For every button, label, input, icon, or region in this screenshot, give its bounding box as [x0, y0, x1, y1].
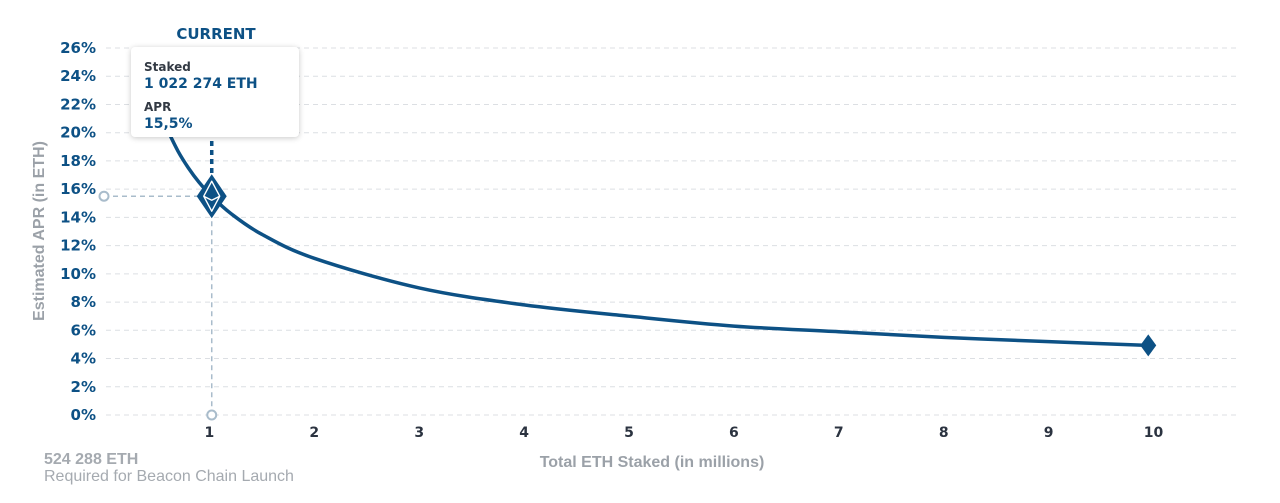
- y-axis-ticks: 0% 2% 4% 6% 8% 10% 12% 14% 16% 18% 20% 22% 24% 26%: [60, 39, 96, 424]
- series-apr-line: [165, 128, 1151, 348]
- y-tick-12: 12%: [60, 237, 96, 255]
- y-tick-14: 14%: [60, 208, 96, 226]
- y-tick-22: 22%: [60, 95, 96, 113]
- y-tick-26: 26%: [60, 39, 96, 57]
- current-guide-x-endpoint: [206, 409, 218, 421]
- launch-requirement-amount: 524 288 ETH: [44, 451, 139, 468]
- series-apr: [165, 128, 1151, 348]
- tooltip-staked-label: Staked: [144, 60, 191, 74]
- y-tick-6: 6%: [71, 321, 96, 339]
- x-tick-2: 2: [309, 425, 319, 441]
- y-tick-24: 24%: [60, 67, 96, 85]
- y-tick-4: 4%: [71, 350, 96, 368]
- y-tick-10: 10%: [60, 265, 96, 283]
- current-point-marker: [196, 174, 227, 219]
- ethereum-glyph: [203, 180, 221, 212]
- current-guide-y-endpoint: [98, 190, 110, 202]
- x-tick-7: 7: [834, 425, 844, 441]
- x-tick-4: 4: [519, 425, 529, 441]
- x-tick-10: 10: [1144, 425, 1164, 441]
- launch-requirement-text: Required for Beacon Chain Launch: [44, 468, 294, 485]
- y-tick-20: 20%: [60, 124, 96, 142]
- x-axis-label: Total ETH Staked (in millions): [540, 454, 765, 471]
- tooltip-apr-value: 15,5%: [144, 116, 193, 132]
- x-tick-9: 9: [1044, 425, 1054, 441]
- end-point-marker: [1140, 334, 1157, 357]
- y-tick-8: 8%: [71, 293, 96, 311]
- current-label: CURRENT: [176, 25, 256, 43]
- y-tick-16: 16%: [60, 180, 96, 198]
- current-guides: [98, 141, 218, 421]
- x-tick-3: 3: [414, 425, 424, 441]
- y-tick-18: 18%: [60, 152, 96, 170]
- markers: [196, 174, 1157, 357]
- x-tick-1: 1: [205, 425, 215, 441]
- y-tick-0: 0%: [71, 406, 96, 424]
- x-tick-8: 8: [939, 425, 949, 441]
- current-tooltip: Staked 1 022 274 ETH APR 15,5%: [131, 47, 299, 137]
- y-axis-label: Estimated APR (in ETH): [31, 141, 48, 321]
- x-tick-6: 6: [729, 425, 739, 441]
- tooltip-staked-value: 1 022 274 ETH: [144, 76, 258, 92]
- x-tick-5: 5: [624, 425, 634, 441]
- ethereum-icon: [196, 174, 227, 219]
- tooltip-apr-label: APR: [144, 100, 172, 114]
- y-tick-2: 2%: [71, 378, 96, 396]
- x-axis-ticks: 1 2 3 4 5 6 7 8 9 10: [205, 425, 1164, 441]
